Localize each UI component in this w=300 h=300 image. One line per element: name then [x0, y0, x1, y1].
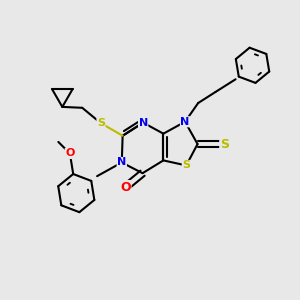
Text: N: N	[139, 118, 148, 128]
Text: S: S	[97, 118, 105, 128]
Text: O: O	[65, 148, 75, 158]
Text: N: N	[180, 117, 190, 127]
Text: N: N	[117, 158, 126, 167]
Text: S: S	[182, 160, 190, 170]
Text: O: O	[120, 181, 131, 194]
Text: S: S	[220, 138, 229, 151]
